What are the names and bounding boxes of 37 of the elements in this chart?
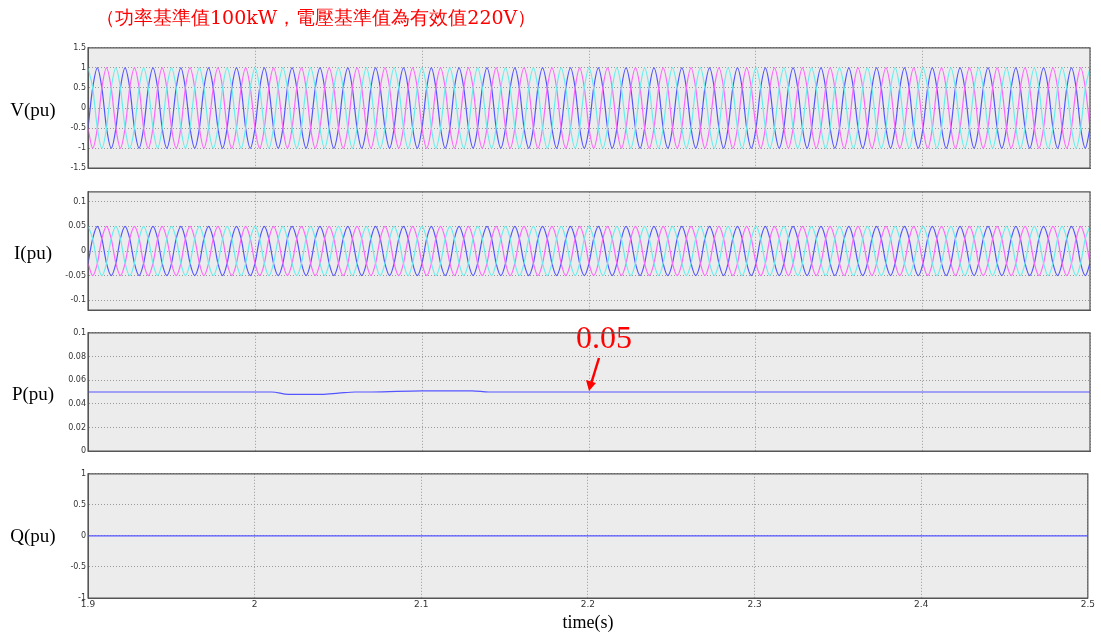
y-axis-title: I(pu) — [13, 241, 53, 265]
y-tick-label: 0 — [80, 530, 86, 540]
y-tick-label: -0.1 — [70, 295, 86, 305]
y-tick-label: 0 — [80, 246, 86, 256]
x-tick-label: 2.3 — [747, 598, 762, 609]
line-series — [88, 67, 1090, 149]
y-tick-label: 0.04 — [68, 398, 86, 408]
y-tick-label: 1 — [80, 62, 86, 72]
y-tick-label: 0 — [80, 446, 86, 456]
y-axis-title: V(pu) — [9, 98, 57, 122]
y-tick-label: 0.02 — [68, 422, 86, 432]
chart-title: （功率基準值100kW，電壓基準值為有效值220V） — [96, 5, 537, 30]
y-tick-label: 0.5 — [73, 499, 86, 509]
x-tick-label: 2.5 — [1080, 598, 1096, 609]
x-axis-title: time(s) — [562, 611, 614, 633]
x-tick-label: 2.1 — [414, 598, 429, 609]
y-tick-label: 0 — [80, 103, 86, 113]
y-tick-label: 1 — [80, 468, 86, 478]
y-tick-label: -0.5 — [70, 562, 86, 572]
y-tick-label: -0.05 — [65, 270, 86, 280]
y-tick-label: 0.08 — [68, 351, 86, 361]
y-tick-label: 0.1 — [73, 196, 86, 206]
y-tick-label: 0.5 — [73, 83, 86, 93]
x-tick-label: 2.2 — [580, 598, 596, 609]
line-series — [88, 225, 1090, 277]
y-axis-title: Q(pu) — [9, 523, 57, 548]
x-tick-label: 2 — [251, 598, 258, 609]
y-tick-label: 1.5 — [73, 42, 86, 52]
y-tick-label: -1 — [78, 143, 86, 153]
y-tick-label: 0.06 — [68, 375, 86, 385]
y-tick-label: 0.05 — [68, 221, 86, 231]
y-tick-label: -1.5 — [70, 163, 86, 173]
y-tick-label: 0.1 — [73, 327, 86, 337]
y-tick-label: -0.5 — [70, 123, 86, 133]
y-axis-title: P(pu) — [10, 382, 56, 406]
annotation: 0.05 — [576, 319, 632, 356]
x-tick-label: 2.4 — [914, 598, 929, 609]
